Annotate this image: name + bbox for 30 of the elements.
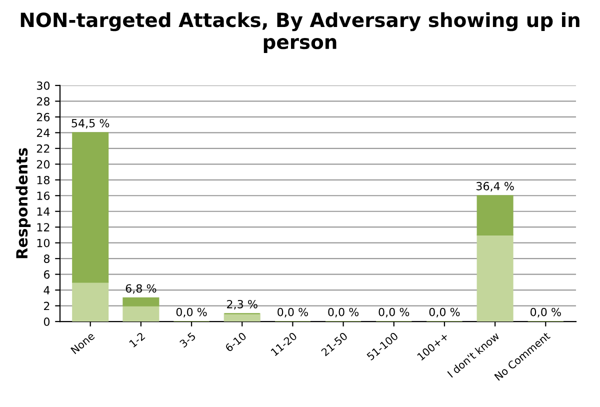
y-tick-label: 24 [36,128,50,137]
y-tick-label: 10 [37,238,50,248]
text: 0,0 % [429,308,460,318]
y-tick-label: 26 [36,112,50,122]
text: 36,4 % [476,182,514,192]
text: 54,5 % [72,118,110,129]
y-tick-label: 20 [36,160,50,169]
y-tick-label: 16 [37,192,50,200]
x-tick-label: 3-5 [179,332,196,348]
text: 0,0 % [530,308,561,318]
y-tick-label: 8 [44,254,50,263]
text: 0,0 % [378,308,410,318]
text: 0,0 % [278,308,308,318]
text: 0,0 % [328,308,359,318]
y-tick-label: 6 [44,270,50,279]
chart-title: NON-targeted Attacks, By Adversary showing up in person [20,12,580,53]
text: 0,0 % [176,308,207,318]
y-tick-label: 22 [36,144,50,153]
y-tick-label: 12 [37,223,50,232]
y-axis-title: Respondents [16,148,31,258]
text: 6,8 % [126,284,156,294]
y-tick-label: 4 [44,286,50,294]
y-tick-label: 2 [44,302,50,310]
text: 2,3 % [227,300,258,310]
x-tick-label: 1-2 [128,332,146,348]
y-tick-label: 28 [36,97,50,106]
y-tick-label: 14 [37,207,50,216]
y-tick-label: 30 [36,81,50,90]
y-tick-label: 18 [37,176,50,184]
y-tick-label: 0 [44,318,50,326]
